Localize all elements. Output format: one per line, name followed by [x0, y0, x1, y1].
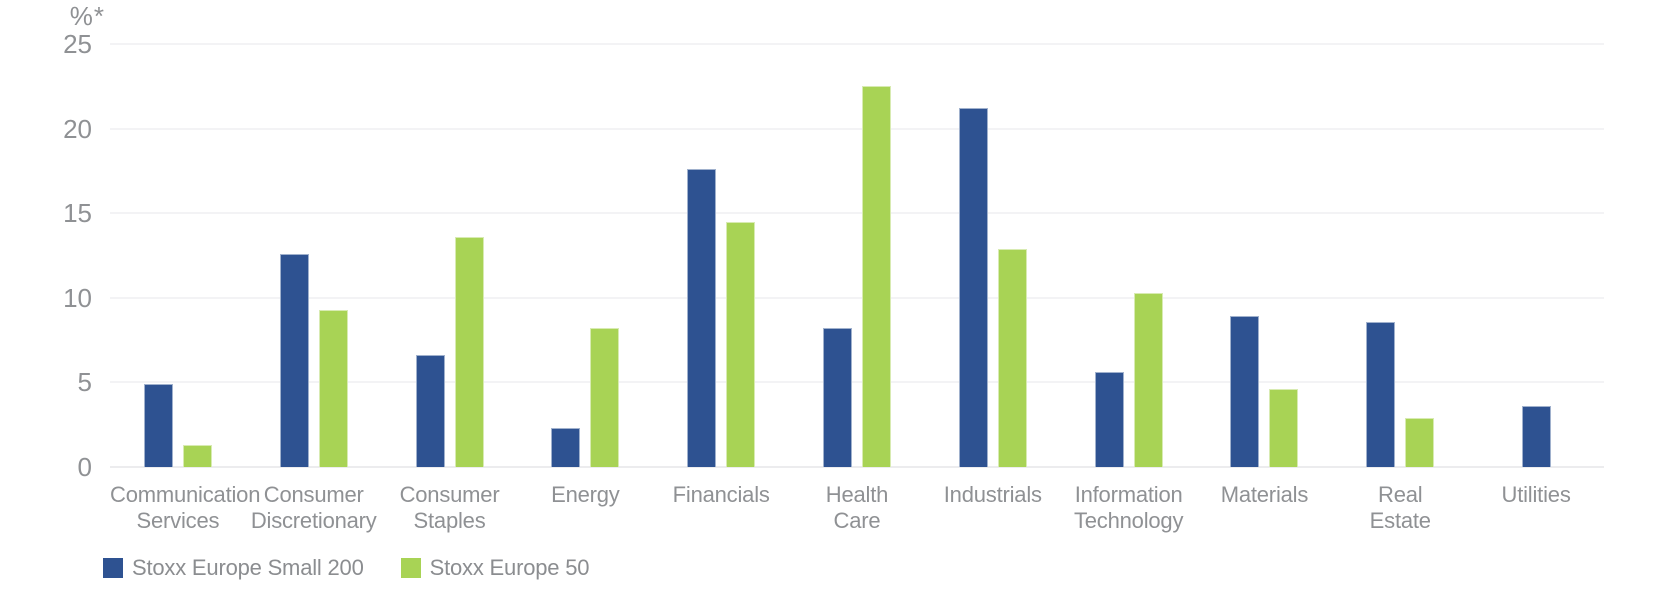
bar-stoxx-europe-50-information-technology	[1133, 292, 1163, 467]
y-tick-label-10: 10	[63, 282, 92, 313]
bar-group-real-estate	[1332, 44, 1468, 467]
bar-stoxx-europe-50-real-estate	[1405, 417, 1435, 467]
x-axis-label-energy: Energy	[551, 482, 620, 507]
bar-stoxx-europe-small-200-energy	[551, 428, 581, 467]
bar-group-communication-services	[110, 44, 246, 467]
bar-group-energy	[517, 44, 653, 467]
legend-item-stoxx-europe-50: Stoxx Europe 50	[400, 555, 590, 581]
bar-stoxx-europe-50-materials	[1269, 389, 1299, 467]
legend-label-stoxx-europe-small-200: Stoxx Europe Small 200	[132, 555, 364, 580]
bar-stoxx-europe-small-200-consumer-discretionary	[279, 253, 309, 467]
x-axis-label-utilities: Utilities	[1501, 482, 1571, 507]
y-tick-label-0: 0	[77, 452, 92, 482]
legend-item-stoxx-europe-small-200: Stoxx Europe Small 200	[103, 555, 364, 581]
y-tick-label-15: 15	[63, 198, 92, 229]
bar-stoxx-europe-50-consumer-staples	[454, 236, 484, 467]
legend-label-stoxx-europe-50: Stoxx Europe 50	[429, 555, 590, 580]
gridline-15	[110, 212, 1604, 215]
legend: Stoxx Europe Small 200 Stoxx Europe 50	[103, 555, 589, 581]
bar-group-consumer-staples	[382, 44, 518, 467]
gridline-0	[110, 466, 1604, 468]
y-tick-label-25: 25	[63, 29, 92, 59]
x-axis-label-communication-services: Communication Services	[110, 482, 261, 533]
gridline-25	[110, 43, 1604, 45]
bar-stoxx-europe-small-200-health-care	[822, 328, 852, 467]
y-tick-label-20: 20	[63, 113, 92, 144]
y-axis-unit-label: %*	[69, 1, 105, 31]
bar-stoxx-europe-small-200-real-estate	[1366, 321, 1396, 467]
x-axis-label-consumer-discretionary: Consumer Discretionary	[250, 482, 377, 533]
legend-swatch-stoxx-europe-small-200	[103, 558, 123, 578]
bar-stoxx-europe-small-200-industrials	[958, 108, 988, 467]
x-axis-label-health-care: Health Care	[825, 482, 889, 533]
bar-stoxx-europe-50-energy	[590, 328, 620, 467]
bar-group-financials	[653, 44, 789, 467]
gridline-20	[110, 127, 1604, 130]
bar-group-information-technology	[1061, 44, 1197, 467]
bar-group-materials	[1197, 44, 1333, 467]
bar-stoxx-europe-50-industrials	[997, 248, 1027, 467]
bar-stoxx-europe-small-200-utilities	[1521, 406, 1551, 467]
gridline-5	[110, 381, 1604, 384]
bar-stoxx-europe-small-200-materials	[1230, 316, 1260, 467]
x-axis-label-financials: Financials	[672, 482, 770, 507]
bar-group-health-care	[789, 44, 925, 467]
x-axis-label-information-technology: Information Technology	[1073, 482, 1184, 533]
bar-stoxx-europe-small-200-financials	[687, 169, 717, 467]
bar-stoxx-europe-50-consumer-discretionary	[318, 309, 348, 467]
bar-group-consumer-discretionary	[246, 44, 382, 467]
x-axis-label-materials: Materials	[1220, 482, 1309, 507]
bar-group-industrials	[925, 44, 1061, 467]
bar-stoxx-europe-small-200-communication-services	[143, 384, 173, 467]
y-tick-label-5: 5	[77, 367, 92, 398]
x-axis-label-consumer-staples: Consumer Staples	[399, 482, 500, 533]
bar-stoxx-europe-50-financials	[726, 221, 756, 467]
x-axis-label-real-estate: Real Estate	[1369, 482, 1431, 533]
bar-stoxx-europe-50-communication-services	[182, 445, 212, 467]
gridline-10	[110, 296, 1604, 299]
bar-group-utilities	[1468, 44, 1604, 467]
x-axis-label-industrials: Industrials	[943, 482, 1042, 507]
legend-swatch-stoxx-europe-50	[400, 558, 421, 578]
bar-stoxx-europe-small-200-information-technology	[1094, 372, 1124, 467]
bar-stoxx-europe-50-health-care	[861, 86, 891, 467]
bar-stoxx-europe-small-200-consumer-staples	[415, 355, 445, 467]
